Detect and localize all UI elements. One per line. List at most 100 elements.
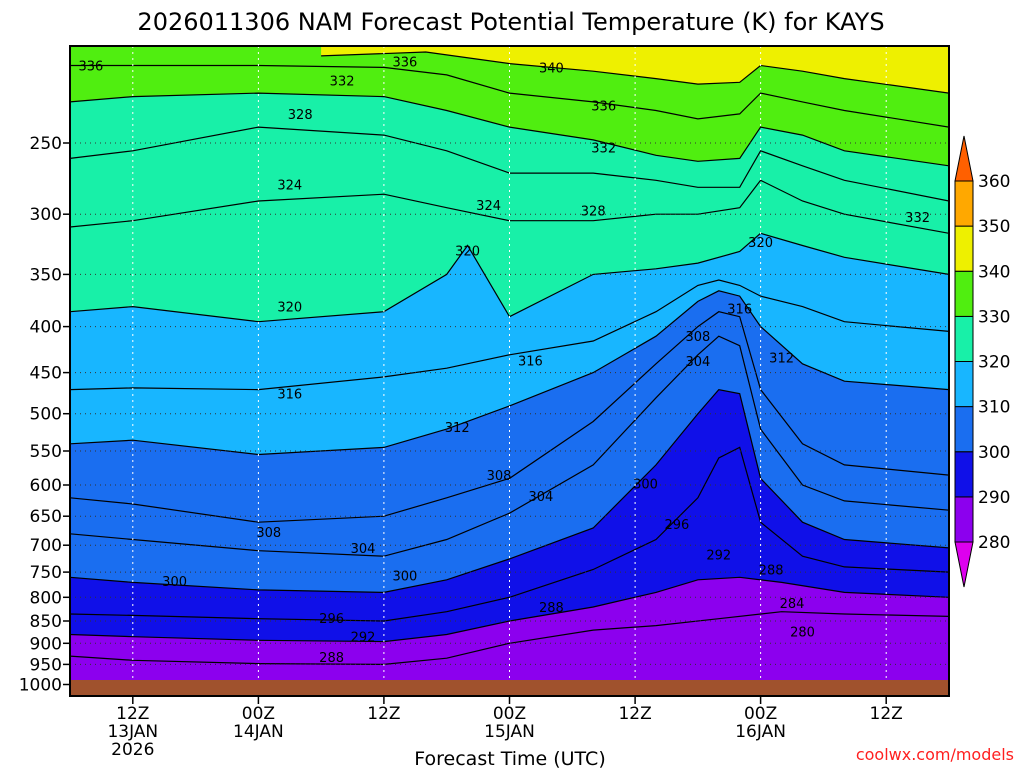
contour-label: 308 bbox=[487, 469, 512, 484]
y-tick-label: 250 bbox=[30, 134, 62, 154]
contour-label: 288 bbox=[759, 564, 784, 579]
contour-line-288 bbox=[70, 611, 949, 666]
contour-label: 332 bbox=[591, 142, 616, 157]
colorbar-label: 320 bbox=[978, 353, 1010, 373]
colorbar: 280 290 300 310 320 330 340 350 360 bbox=[954, 135, 1010, 588]
y-axis: 2503003504004505005506006507007508008509… bbox=[19, 134, 70, 696]
contour-label: 332 bbox=[905, 211, 930, 226]
contour-line-316 bbox=[70, 279, 949, 391]
contour-label: 320 bbox=[455, 244, 480, 259]
colorbar-label: 340 bbox=[978, 262, 1010, 282]
y-tick-label: 350 bbox=[30, 265, 62, 285]
contour-label: 304 bbox=[528, 490, 553, 505]
band-fill-340 bbox=[321, 46, 949, 94]
colorbar-swatch bbox=[954, 270, 974, 317]
shaded-theta-bands bbox=[70, 46, 949, 696]
y-tick-label: 300 bbox=[30, 205, 62, 225]
colorbar-label: 280 bbox=[978, 533, 1010, 553]
x-tick-label: 14JAN bbox=[233, 722, 284, 742]
contour-label: 280 bbox=[790, 625, 815, 640]
contour-line-296 bbox=[70, 446, 949, 622]
colorbar-label: 350 bbox=[978, 217, 1010, 237]
contour-label: 316 bbox=[727, 303, 752, 318]
colorbar-swatch bbox=[954, 315, 974, 362]
x-axis-title: Forecast Time (UTC) bbox=[414, 748, 605, 768]
ground-surface bbox=[70, 680, 949, 696]
contour-label: 292 bbox=[706, 549, 731, 564]
contour-label: 304 bbox=[685, 355, 710, 370]
contour-label: 288 bbox=[319, 651, 344, 666]
y-tick-label: 700 bbox=[30, 536, 62, 556]
colorbar-label: 330 bbox=[978, 307, 1010, 327]
x-tick-label: 00Z bbox=[242, 704, 275, 724]
colorbar-label: 300 bbox=[978, 443, 1010, 463]
contour-label: 324 bbox=[277, 179, 302, 194]
contour-label: 340 bbox=[539, 61, 564, 76]
contour-lines bbox=[70, 51, 949, 666]
contour-label: 300 bbox=[162, 575, 187, 590]
colorbar-top-arrow bbox=[954, 135, 974, 182]
contour-line-340 bbox=[321, 51, 949, 94]
contour-label: 312 bbox=[445, 421, 470, 436]
y-tick-label: 950 bbox=[30, 655, 62, 675]
contour-label: 332 bbox=[330, 75, 355, 90]
contour-label: 296 bbox=[664, 518, 689, 533]
colorbar-swatch bbox=[954, 225, 974, 272]
y-tick-label: 400 bbox=[30, 318, 62, 338]
colorbar-label: 360 bbox=[978, 172, 1010, 192]
contour-label: 308 bbox=[256, 526, 281, 541]
contour-line-324 bbox=[70, 179, 949, 234]
contour-label: 328 bbox=[288, 108, 313, 123]
colorbar-swatch bbox=[954, 361, 974, 408]
contour-line-336 bbox=[70, 64, 949, 128]
contour-line-300 bbox=[70, 388, 949, 594]
y-tick-label: 850 bbox=[30, 612, 62, 632]
contour-label: 320 bbox=[748, 236, 773, 251]
colorbar-label: 290 bbox=[978, 488, 1010, 508]
contour-label: 336 bbox=[591, 99, 616, 114]
colorbar-swatch bbox=[954, 496, 974, 543]
contour-label: 336 bbox=[392, 56, 417, 71]
y-tick-label: 450 bbox=[30, 364, 62, 384]
x-tick-label: 00Z bbox=[744, 704, 777, 724]
contour-line-304 bbox=[70, 335, 949, 557]
contour-label: 288 bbox=[539, 601, 564, 616]
contour-label: 300 bbox=[633, 478, 658, 493]
contour-line-312 bbox=[70, 290, 949, 456]
x-tick-label: 12Z bbox=[367, 704, 400, 724]
x-tick-label: 13JAN bbox=[107, 722, 158, 742]
y-tick-label: 600 bbox=[30, 476, 62, 496]
x-tick-label: 12Z bbox=[870, 704, 903, 724]
contour-label: 308 bbox=[685, 330, 710, 345]
contour-label: 316 bbox=[277, 388, 302, 403]
y-tick-label: 800 bbox=[30, 588, 62, 608]
y-tick-label: 1000 bbox=[19, 676, 62, 696]
contour-label: 312 bbox=[769, 352, 794, 367]
contour-labels: 336 336 332 340 328 336 332 324 324 328 332 320 320 3… bbox=[78, 56, 930, 666]
contour-label: 316 bbox=[518, 354, 543, 369]
contour-label: 320 bbox=[277, 301, 302, 316]
y-tick-label: 550 bbox=[30, 442, 62, 462]
contour-line-308 bbox=[70, 311, 949, 523]
colorbar-swatch bbox=[954, 451, 974, 498]
grid-lines bbox=[70, 46, 949, 696]
y-tick-label: 650 bbox=[30, 507, 62, 527]
contour-label: 284 bbox=[780, 597, 805, 612]
colorbar-swatch bbox=[954, 406, 974, 453]
contour-line-320 bbox=[70, 232, 949, 323]
colorbar-label: 310 bbox=[978, 398, 1010, 418]
contour-label: 304 bbox=[351, 542, 376, 557]
credit-text: coolwx.com/models bbox=[856, 745, 1014, 764]
colorbar-bottom-arrow bbox=[954, 541, 974, 588]
y-tick-label: 900 bbox=[30, 634, 62, 654]
contour-label: 328 bbox=[581, 204, 606, 219]
contour-line-332 bbox=[70, 92, 949, 167]
x-tick-label: 2026 bbox=[111, 740, 154, 760]
x-tick-label: 12Z bbox=[618, 704, 651, 724]
chart-title: 2026011306 NAM Forecast Potential Temper… bbox=[137, 8, 884, 36]
contour-line-328 bbox=[70, 126, 949, 202]
y-tick-label: 500 bbox=[30, 405, 62, 425]
y-tick-label: 750 bbox=[30, 563, 62, 583]
